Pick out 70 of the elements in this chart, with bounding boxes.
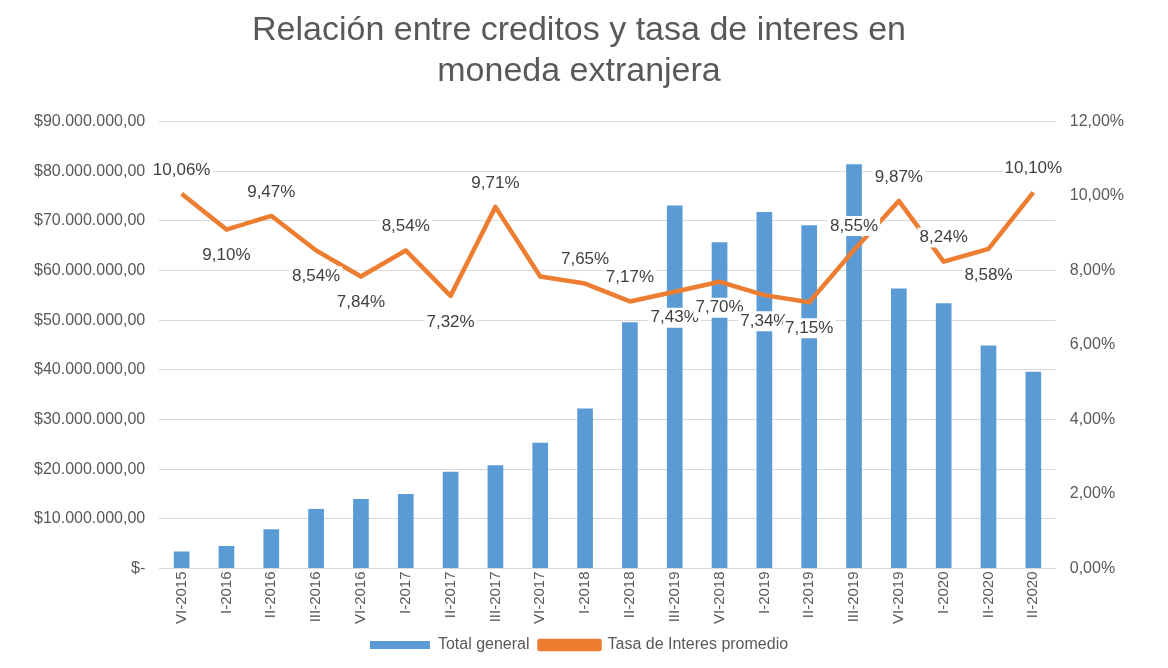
data-label: 8,55% [829, 215, 879, 235]
y2-tick-label: 4,00% [1069, 409, 1116, 427]
y2-tick-label: 6,00% [1069, 335, 1116, 353]
x-tick-label: I-2017 [395, 571, 413, 615]
data-label: 9,10% [202, 245, 251, 265]
x-tick-label: I-2018 [575, 571, 593, 615]
chart-title: Relación entre creditos y tasa de interes en moneda extranjera [252, 8, 906, 88]
y-tick-label: $50.000.000,00 [34, 310, 146, 328]
x-tick-label: II-2017 [440, 571, 458, 619]
bar [891, 288, 907, 568]
x-tick-label: II-2018 [620, 571, 638, 619]
x-tick-label: I-2016 [216, 571, 234, 615]
bar [1025, 371, 1042, 568]
bar [487, 465, 504, 568]
y-tick-label: $40.000.000,00 [34, 360, 146, 378]
y-tick-label: $70.000.000,00 [34, 211, 146, 229]
data-label: 8,54% [292, 266, 341, 286]
x-tick-label: II-2019 [799, 571, 817, 619]
data-label: 9,47% [247, 181, 296, 201]
y-tick-label: $30.000.000,00 [34, 409, 146, 427]
bar [308, 508, 324, 568]
legend-label: Total general [437, 635, 530, 653]
data-label: 7,65% [560, 249, 610, 269]
x-tick-label: III-2016 [306, 571, 324, 623]
bar [442, 471, 459, 568]
bar [353, 498, 369, 568]
legend-label: Tasa de Interes promedio [607, 635, 789, 653]
data-label: 7,32% [426, 311, 475, 331]
data-label: 10,06% [152, 159, 211, 179]
y2-tick-label: 0,00% [1069, 558, 1116, 576]
x-tick-label: II-2020 [978, 571, 996, 619]
y-tick-label: $- [130, 558, 146, 576]
data-label: 7,84% [336, 292, 386, 312]
bar [218, 546, 235, 568]
data-label: 10,10% [1004, 158, 1063, 178]
x-tick-label: II-2016 [261, 571, 279, 619]
x-tick-label: VI-2018 [709, 571, 727, 625]
y-tick-label: $10.000.000,00 [34, 509, 146, 527]
x-tick-label: VI-2017 [530, 571, 548, 625]
data-label: 7,17% [605, 267, 654, 287]
data-label: 9,87% [874, 166, 923, 186]
bar [622, 322, 638, 568]
x-tick-label: III-2019 [664, 571, 682, 623]
x-tick-label: III-2019 [844, 571, 862, 623]
x-tick-label: I-2019 [754, 571, 772, 615]
bar [173, 551, 190, 568]
x-tick-label: VI-2019 [888, 571, 906, 625]
x-tick-label: II-2020 [1023, 571, 1041, 619]
bar [263, 529, 280, 568]
x-tick-label: VI-2016 [351, 571, 369, 625]
data-label: 8,24% [919, 227, 968, 247]
x-tick-label: VI-2015 [171, 571, 189, 625]
y2-tick-label: 8,00% [1069, 260, 1116, 278]
bar [577, 408, 593, 568]
y2-tick-label: 12,00% [1069, 112, 1124, 130]
bar [980, 345, 997, 568]
data-label: 8,58% [964, 264, 1013, 284]
y-tick-label: $20.000.000,00 [34, 459, 146, 477]
x-tick-label: III-2017 [485, 571, 503, 623]
bar [935, 303, 952, 568]
x-tick-label: I-2020 [933, 571, 951, 615]
y-tick-label: $80.000.000,00 [34, 161, 146, 179]
data-label: 9,71% [471, 172, 520, 192]
y2-tick-label: 10,00% [1069, 186, 1124, 204]
y2-tick-label: 2,00% [1069, 484, 1116, 502]
y-tick-label: $90.000.000,00 [34, 112, 146, 130]
bar [532, 442, 549, 568]
y-tick-label: $60.000.000,00 [34, 260, 146, 278]
bar [397, 493, 414, 568]
data-label: 8,54% [381, 216, 430, 236]
